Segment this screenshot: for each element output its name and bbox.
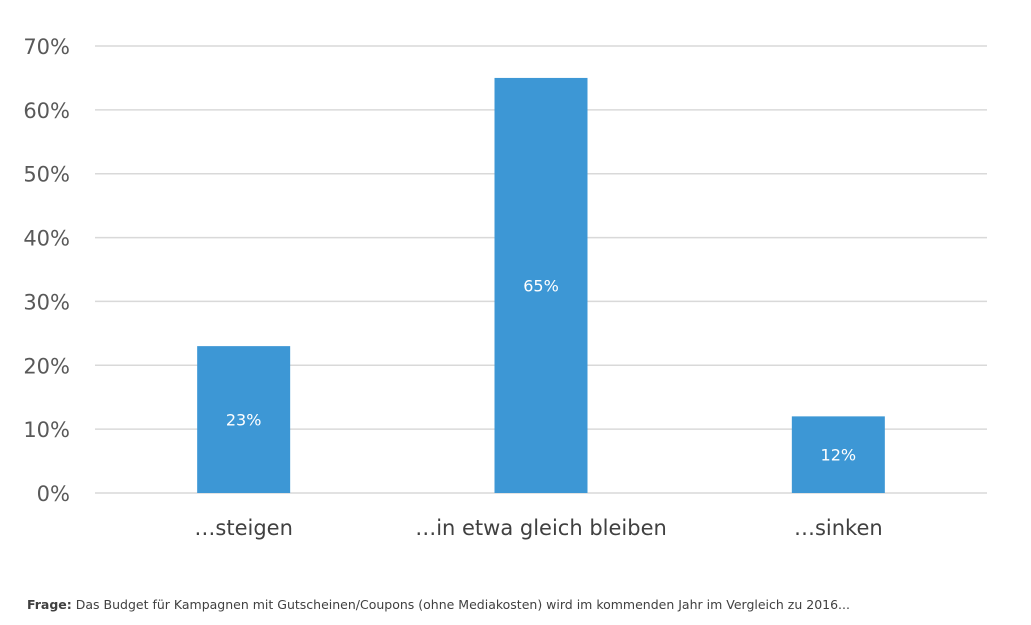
bar-data-label: 65% — [523, 276, 559, 295]
bar — [197, 346, 291, 493]
bar — [791, 416, 885, 493]
data-labels: 23% 65% 12% — [226, 276, 856, 464]
bar-chart: 0% 10% 20% 30% 40% 50% 60% 70% 23% 65% 12% …steig… — [23, 35, 987, 540]
y-tick-label: 50% — [23, 163, 70, 187]
y-tick-label: 0% — [37, 482, 70, 506]
y-tick-label: 20% — [23, 354, 70, 378]
y-tick-label: 60% — [23, 99, 70, 123]
bar — [494, 77, 588, 493]
footnote-label: Frage: — [27, 597, 72, 612]
bar-data-label: 12% — [821, 446, 857, 465]
footnote: Frage: Das Budget für Kampagnen mit Guts… — [27, 597, 850, 612]
footnote-text: Das Budget für Kampagnen mit Gutscheinen… — [75, 597, 850, 612]
bars — [197, 77, 885, 493]
bar-data-label: 23% — [226, 411, 262, 430]
y-tick-label: 10% — [23, 418, 70, 442]
x-category-label: …steigen — [194, 516, 293, 540]
y-tick-label: 70% — [23, 35, 70, 59]
y-tick-label: 30% — [23, 290, 70, 314]
x-axis-category-labels: …steigen …in etwa gleich bleiben …sinken — [194, 516, 882, 540]
y-tick-label: 40% — [23, 227, 70, 251]
y-axis-tick-labels: 0% 10% 20% 30% 40% 50% 60% 70% — [23, 35, 70, 506]
x-category-label: …in etwa gleich bleiben — [415, 516, 667, 540]
x-category-label: …sinken — [794, 516, 883, 540]
